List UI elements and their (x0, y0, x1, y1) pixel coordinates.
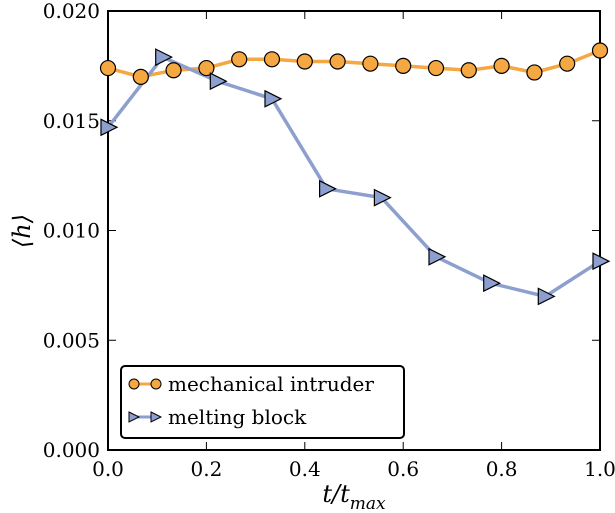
data-point-melting-block (373, 188, 392, 207)
series-layer (108, 48, 600, 299)
data-point-mechanical-intruder (296, 53, 313, 70)
data-point-melting-block (209, 72, 228, 91)
legend-marker-mechanical-intruder (128, 378, 140, 390)
series-line-melting-block (108, 55, 600, 299)
y-tick-label: 0.020 (43, 0, 100, 23)
x-axis-label-sub: max (350, 494, 386, 513)
x-tick-label: 0.8 (486, 457, 518, 481)
data-point-melting-block (537, 287, 556, 306)
x-axis-label-main: t/t (322, 480, 350, 508)
data-point-melting-block (264, 89, 283, 108)
x-tick-label: 0.0 (92, 457, 124, 481)
data-point-mechanical-intruder (329, 53, 346, 70)
data-point-mechanical-intruder (559, 55, 576, 72)
y-axis-label: ⟨h⟩ (8, 214, 36, 248)
legend-marker-mechanical-intruder-end (150, 378, 162, 390)
data-point-mechanical-intruder (460, 62, 477, 79)
data-point-melting-block (155, 48, 174, 67)
data-point-mechanical-intruder (493, 57, 510, 74)
data-point-melting-block (483, 274, 502, 293)
axis-ticks: 0.0 0.2 0.4 0.6 0.8 1.0 0.000 0.005 0.010 0.015 0.… (43, 0, 615, 481)
y-tick-label: 0.005 (43, 328, 100, 352)
data-point-mechanical-intruder (198, 59, 215, 77)
x-tick-label: 0.6 (387, 457, 419, 481)
data-point-mechanical-intruder (231, 51, 248, 68)
x-axis-label: t/tmax (322, 480, 386, 513)
legend-label-mechanical-intruder: mechanical intruder (168, 372, 374, 396)
legend-marker-melting-block-end (150, 411, 163, 423)
y-tick-label: 0.010 (43, 219, 100, 243)
data-point-mechanical-intruder (395, 57, 412, 74)
data-point-mechanical-intruder (427, 59, 445, 77)
legend-box (120, 365, 405, 439)
data-point-melting-block (428, 247, 447, 266)
y-tick-label: 0.000 (43, 438, 100, 462)
data-point-melting-block (319, 179, 337, 198)
x-tick-label: 1.0 (584, 457, 615, 481)
data-point-mechanical-intruder (165, 62, 182, 79)
data-point-mechanical-intruder (132, 68, 149, 85)
data-point-mechanical-intruder (263, 51, 281, 68)
data-point-mechanical-intruder (526, 64, 543, 81)
data-point-mechanical-intruder (591, 42, 609, 59)
data-point-mechanical-intruder (362, 55, 379, 72)
data-point-mechanical-intruder (99, 59, 117, 77)
legend: mechanical intruder melting block (120, 365, 405, 439)
legend-marker-melting-block (128, 411, 141, 423)
legend-label-melting-block: melting block (168, 405, 307, 429)
x-tick-label: 0.2 (190, 457, 222, 481)
data-point-melting-block (100, 118, 119, 137)
data-point-melting-block (592, 252, 611, 271)
y-tick-label: 0.015 (43, 109, 100, 133)
x-tick-label: 0.4 (289, 457, 321, 481)
markers-layer (99, 42, 611, 306)
